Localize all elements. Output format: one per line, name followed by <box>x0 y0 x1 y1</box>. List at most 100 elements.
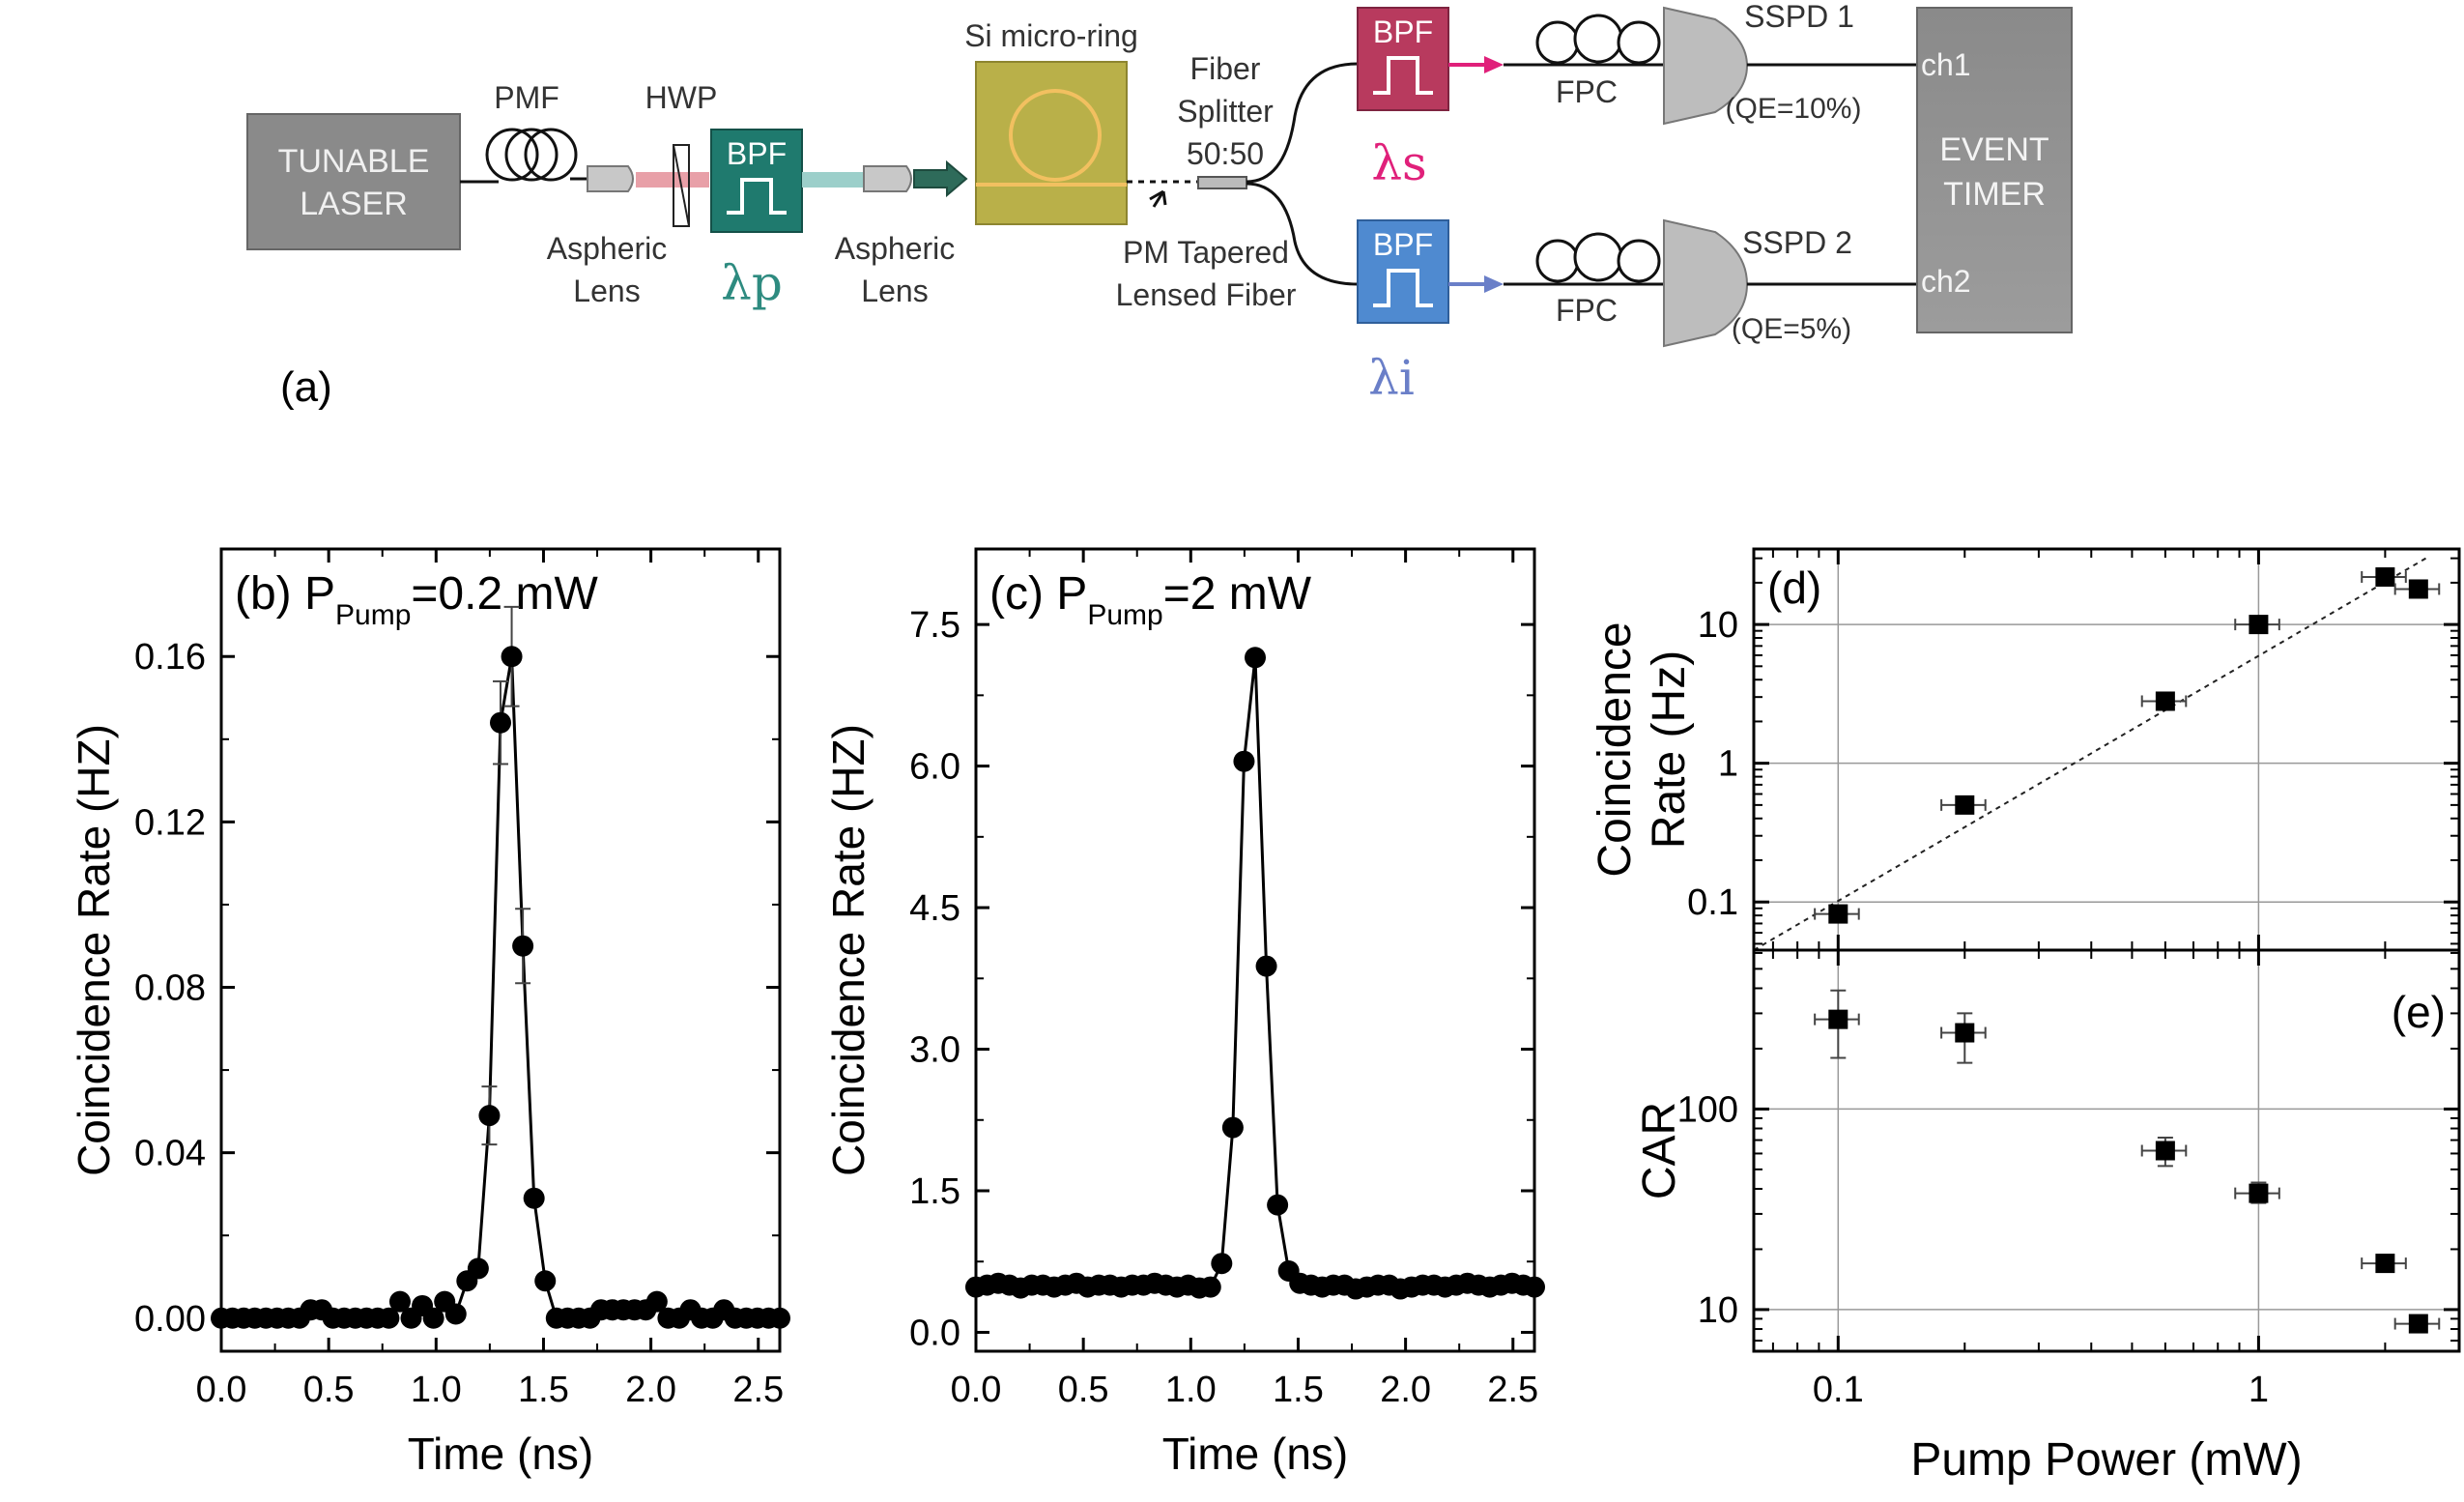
panel-annotation: (c) PPump=2 mW <box>989 568 1312 631</box>
splitter-label-1: Fiber <box>1190 51 1261 86</box>
y-tick-label: 1 <box>1718 744 1738 785</box>
y-tick-label: 1.5 <box>909 1171 960 1212</box>
y-tick-label: 0.08 <box>134 968 206 1009</box>
splitter-label-3: 50:50 <box>1187 136 1264 171</box>
panel-a-label: (a) <box>280 363 332 411</box>
data-point <box>1233 750 1255 772</box>
data-point <box>645 1290 668 1313</box>
data-point <box>523 1187 545 1209</box>
fit-line <box>1753 557 2427 951</box>
data-point <box>388 1290 411 1313</box>
x-tick-label: 0.5 <box>1058 1370 1109 1410</box>
x-tick-label: 2.0 <box>1380 1370 1431 1410</box>
y-tick-label: 0.12 <box>134 802 206 843</box>
data-point <box>1955 794 1975 815</box>
bpf-signal-label: BPF <box>1373 14 1433 49</box>
data-point <box>1245 647 1266 669</box>
beam-teal <box>802 172 864 188</box>
data-point <box>2155 691 2175 711</box>
x-tick-label: 2.5 <box>1487 1370 1538 1410</box>
data-point <box>478 1105 501 1127</box>
plot-frame <box>1752 948 2461 1353</box>
y-axis-label: Coincidence <box>1590 621 1641 877</box>
aspheric-lens-2-icon <box>863 165 912 192</box>
y-axis-label: Coincidence Rate (HZ) <box>69 724 119 1176</box>
data-point <box>2375 1254 2395 1274</box>
timer-label-2: TIMER <box>1943 176 2046 213</box>
lambda-s-label: λs <box>1371 135 1426 191</box>
data-point <box>1267 1194 1289 1216</box>
data-point <box>534 1270 557 1292</box>
data-point <box>2249 1183 2269 1203</box>
fiber-splitter-icon <box>1197 176 1247 189</box>
y-tick-label: 0.16 <box>134 637 206 678</box>
data-point <box>378 1307 400 1329</box>
data-point <box>1828 1009 1848 1029</box>
qe1-label: (QE=10%) <box>1726 93 1862 125</box>
x-tick-label: 1.5 <box>518 1370 569 1410</box>
lens2-label-2: Lens <box>861 274 928 308</box>
arrow-idler-icon <box>1484 275 1504 293</box>
ch2-label: ch2 <box>1921 264 1971 299</box>
laser-label-1: TUNABLE <box>278 143 430 180</box>
data-point <box>1199 1276 1221 1298</box>
event-timer-box <box>1916 7 2073 333</box>
data-point <box>2155 1141 2175 1161</box>
laser-box <box>246 113 461 250</box>
y-axis-label: Rate (Hz) <box>1644 650 1695 849</box>
arrow-right-icon <box>913 159 968 198</box>
data-point <box>444 1303 467 1325</box>
ch1-label: ch1 <box>1921 47 1971 82</box>
qe2-label: (QE=5%) <box>1732 313 1851 345</box>
x-tick-label: 1.0 <box>1165 1370 1217 1410</box>
panel-label: (d) <box>1767 563 1821 613</box>
arrow-signal-icon <box>1484 56 1504 73</box>
sspd2-label: SSPD 2 <box>1742 225 1852 260</box>
x-tick-label: 0.1 <box>1813 1370 1864 1410</box>
laser-label-2: LASER <box>300 186 408 222</box>
x-axis-label: Time (ns) <box>408 1429 594 1479</box>
data-point <box>1221 1116 1244 1139</box>
pmf-label: PMF <box>494 80 559 115</box>
fpc-bottom-icon <box>1535 232 1661 283</box>
x-tick-label: 0.5 <box>303 1370 355 1410</box>
data-point <box>490 711 511 734</box>
timer-label-1: EVENT <box>1939 131 2049 168</box>
data-point <box>422 1307 444 1329</box>
y-tick-label: 0.04 <box>134 1134 206 1174</box>
data-point <box>501 646 523 668</box>
x-tick-label: 2.0 <box>625 1370 676 1410</box>
y-tick-label: 100 <box>1677 1089 1738 1130</box>
y-tick-label: 3.0 <box>909 1030 960 1071</box>
x-tick-label: 0.0 <box>196 1370 247 1410</box>
y-axis-label: CAR <box>1634 1102 1685 1199</box>
y-tick-label: 4.5 <box>909 888 960 929</box>
data-point <box>512 935 534 957</box>
plot-frame <box>219 547 782 1353</box>
micro-ring-chip <box>975 61 1128 225</box>
data-point <box>1955 1023 1975 1043</box>
data-point <box>1524 1276 1545 1298</box>
setup-diagram: TUNABLE LASER PMF Aspheric Lens HWP BPF … <box>246 0 2073 411</box>
data-point <box>1211 1253 1233 1275</box>
ring-label: Si micro-ring <box>964 18 1138 53</box>
y-tick-label: 0.0 <box>909 1313 960 1353</box>
chart-c: 0.0 0.5 1.0 1.5 2.0 2.5 0.0 1.5 3.0 4.5 6.0 7.5 Time… <box>823 547 1545 1479</box>
chart-e: 10 100 0.1 1 Pump Power (mW) CAR (e) <box>1634 948 2461 1486</box>
data-point <box>2408 579 2428 599</box>
data-point <box>769 1307 790 1329</box>
chart-d: 0.1 1 10 Coincidence Rate (Hz) (d) <box>1590 547 2461 952</box>
fpc-top-icon <box>1535 14 1661 65</box>
x-tick-label: 1.0 <box>411 1370 462 1410</box>
bpf-signal-icon <box>1357 7 1449 111</box>
hwp-label: HWP <box>645 80 718 115</box>
y-tick-label: 0.00 <box>134 1299 206 1340</box>
plot-frame <box>974 547 1536 1353</box>
bpf-pump-label: BPF <box>727 136 787 171</box>
tapered-label-2: Lensed Fiber <box>1116 277 1297 312</box>
data-point <box>1828 904 1848 924</box>
x-axis-label: Pump Power (mW) <box>1910 1434 2302 1486</box>
tapered-label-1: PM Tapered <box>1123 235 1289 270</box>
data-point <box>2249 615 2269 635</box>
